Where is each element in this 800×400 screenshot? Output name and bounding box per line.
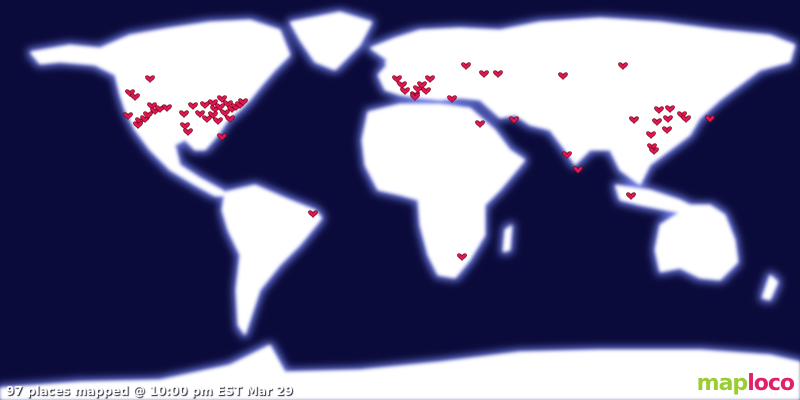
heart-icon[interactable] (133, 121, 143, 130)
landmass-australia (655, 205, 738, 280)
heart-icon[interactable] (509, 116, 519, 125)
heart-icon[interactable] (183, 128, 193, 137)
places-mapped-status: 97 places mapped @ 10:00 pm EST Mar 29 (6, 384, 293, 398)
landmass-madagascar (503, 225, 512, 252)
heart-icon[interactable] (130, 93, 140, 102)
landmass-eurasia (370, 18, 795, 185)
heart-icon[interactable] (125, 89, 135, 98)
heart-icon[interactable] (425, 75, 435, 84)
heart-icon[interactable] (421, 87, 431, 96)
heart-icon[interactable] (461, 62, 471, 71)
heart-icon[interactable] (123, 112, 133, 121)
heart-icon[interactable] (662, 126, 672, 135)
heart-icon[interactable] (663, 115, 673, 124)
landmass-indonesia (615, 185, 700, 215)
heart-icon[interactable] (179, 110, 189, 119)
heart-icon[interactable] (238, 98, 248, 107)
landmass-uk (385, 55, 400, 78)
maploco-logo[interactable]: maploco (696, 371, 795, 396)
heart-icon[interactable] (392, 75, 402, 84)
heart-icon[interactable] (681, 115, 691, 124)
heart-icon[interactable] (479, 70, 489, 79)
heart-icon[interactable] (705, 115, 715, 124)
heart-icon[interactable] (652, 118, 662, 127)
heart-icon[interactable] (558, 72, 568, 81)
heart-icon[interactable] (618, 62, 628, 71)
heart-icon[interactable] (654, 106, 664, 115)
logo-part-loco: loco (747, 371, 795, 396)
landmass-new-zealand (762, 275, 778, 300)
heart-icon[interactable] (217, 133, 227, 142)
heart-icon[interactable] (208, 111, 218, 120)
landmass-antarctica (0, 345, 800, 400)
heart-icon[interactable] (573, 166, 583, 175)
heart-icon[interactable] (143, 111, 153, 120)
heart-icon[interactable] (649, 147, 659, 156)
heart-icon[interactable] (145, 75, 155, 84)
heart-icon[interactable] (217, 95, 227, 104)
landmass-greenland (290, 12, 372, 70)
heart-icon[interactable] (475, 120, 485, 129)
heart-icon[interactable] (400, 87, 410, 96)
heart-icon[interactable] (215, 103, 225, 112)
logo-part-map: map (696, 371, 749, 396)
landmass-south-america (222, 185, 322, 335)
heart-icon[interactable] (447, 95, 457, 104)
heart-icon[interactable] (493, 70, 503, 79)
landmass-africa (362, 104, 525, 278)
heart-icon[interactable] (162, 104, 172, 113)
heart-icon[interactable] (665, 105, 675, 114)
heart-icon[interactable] (410, 93, 420, 102)
heart-icon[interactable] (646, 131, 656, 140)
heart-icon[interactable] (308, 210, 318, 219)
heart-icon[interactable] (188, 102, 198, 111)
heart-icon[interactable] (225, 115, 235, 124)
heart-icon[interactable] (213, 117, 223, 126)
heart-icon[interactable] (195, 110, 205, 119)
heart-icon[interactable] (562, 151, 572, 160)
heart-icon[interactable] (457, 253, 467, 262)
heart-icon[interactable] (629, 116, 639, 125)
heart-icon[interactable] (626, 192, 636, 201)
